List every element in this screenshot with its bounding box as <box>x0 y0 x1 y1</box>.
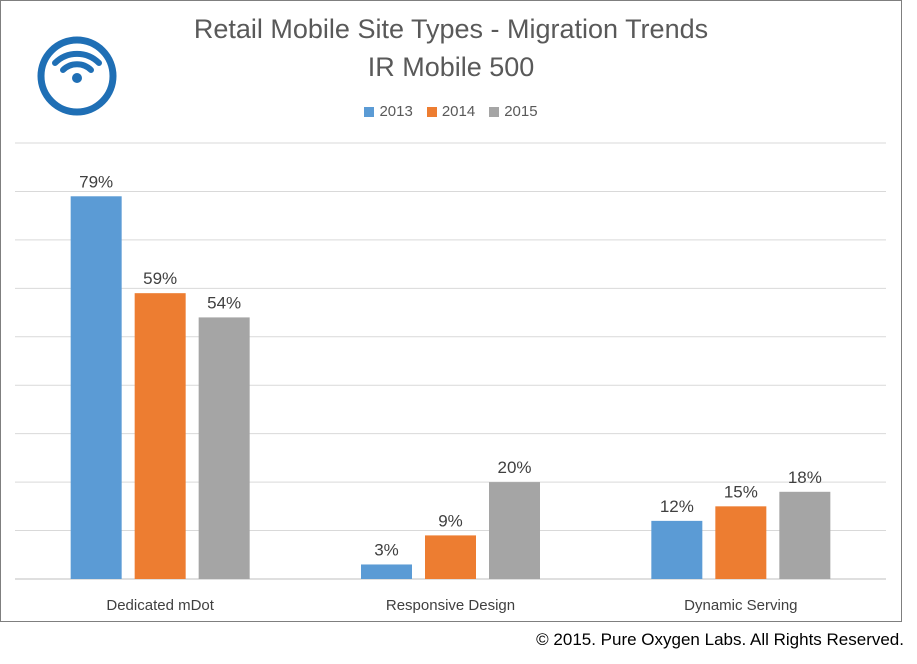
legend-label-2015: 2015 <box>504 103 538 120</box>
legend-item-2014: 2014 <box>426 103 476 120</box>
bar-2014-0 <box>134 293 186 579</box>
data-label-2015-2: 18% <box>788 468 822 487</box>
chart-title: Retail Mobile Site Types - Migration Tre… <box>193 14 709 44</box>
data-label-2014-0: 59% <box>143 269 177 288</box>
legend-swatch-2013 <box>364 106 375 117</box>
data-label-2013-1: 3% <box>374 540 399 559</box>
bar-2013-0 <box>70 196 122 580</box>
legend-swatch-2015 <box>489 106 500 117</box>
chart-legend: 2013 2014 2015 <box>0 103 902 120</box>
bar-2015-1 <box>489 482 540 579</box>
legend-label-2014: 2014 <box>441 103 476 120</box>
bar-2014-1 <box>425 535 476 579</box>
legend-item-2015: 2015 <box>489 103 538 120</box>
bar-2013-2 <box>651 520 703 579</box>
legend-label-2013: 2013 <box>379 103 413 120</box>
bar-chart: 79% 59% 54% Dedicated mDot 3% 9% 20% Responsive… <box>15 36 886 614</box>
category-label-2: Dynamic Serving <box>684 597 797 614</box>
bar-2013-1 <box>361 564 412 579</box>
bar-2015-0 <box>198 317 250 579</box>
data-label-2014-2: 15% <box>724 482 758 501</box>
chart-subtitle: IR Mobile 500 <box>367 52 535 82</box>
data-label-2015-1: 20% <box>497 458 531 477</box>
wifi-icon <box>37 36 117 116</box>
data-label-2014-1: 9% <box>438 511 463 530</box>
legend-item-2013: 2013 <box>364 103 413 120</box>
data-label-2015-0: 54% <box>207 293 241 312</box>
legend-swatch-2014 <box>426 106 437 117</box>
copyright-text: © 2015. Pure Oxygen Labs. All Rights Res… <box>536 630 904 649</box>
bar-2014-2 <box>715 506 767 579</box>
data-label-2013-0: 79% <box>79 172 113 191</box>
bar-2015-2 <box>779 491 831 579</box>
category-label-0: Dedicated mDot <box>106 597 214 614</box>
category-label-1: Responsive Design <box>386 597 515 614</box>
data-label-2013-2: 12% <box>660 497 694 516</box>
